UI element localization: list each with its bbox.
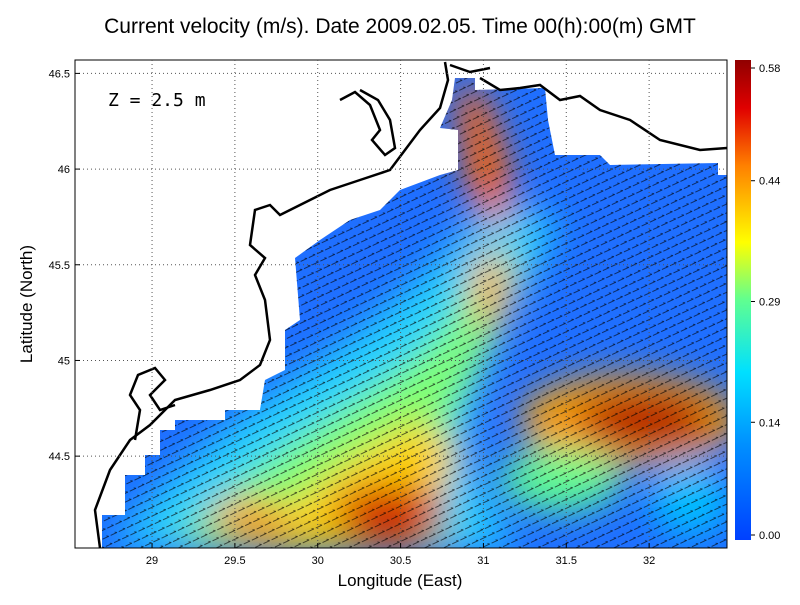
colorbar bbox=[735, 60, 751, 540]
x-tick-label: 31 bbox=[477, 555, 489, 567]
y-tick-label: 45.5 bbox=[49, 260, 70, 272]
coastline bbox=[93, 61, 728, 549]
y-tick-label: 46.5 bbox=[49, 68, 70, 80]
chart-title: Current velocity (m/s). Date 2009.02.05.… bbox=[104, 15, 696, 38]
y-tick-label: 45 bbox=[58, 355, 70, 367]
colorbar-tick-label: 0.14 bbox=[759, 417, 780, 429]
y-tick-label: 44.5 bbox=[49, 451, 70, 463]
x-tick-label: 30.5 bbox=[390, 555, 411, 567]
colorbar-tick-label: 0.44 bbox=[759, 176, 780, 188]
x-tick-label: 32 bbox=[643, 555, 655, 567]
velocity-field bbox=[102, 78, 727, 548]
depth-annotation: Z = 2.5 m bbox=[108, 90, 206, 111]
x-tick-label: 30 bbox=[312, 555, 324, 567]
x-axis-label: Longitude (East) bbox=[338, 571, 463, 590]
x-tick-label: 29.5 bbox=[224, 555, 245, 567]
y-tick-label: 46 bbox=[58, 164, 70, 176]
x-tick-label: 31.5 bbox=[556, 555, 577, 567]
colorbar-tick-label: 0.00 bbox=[759, 530, 780, 542]
x-tick-label: 29 bbox=[146, 555, 158, 567]
colorbar-tick-label: 0.29 bbox=[759, 297, 780, 309]
y-axis-label: Latitude (North) bbox=[17, 245, 36, 363]
colorbar-tick-label: 0.58 bbox=[759, 63, 780, 75]
